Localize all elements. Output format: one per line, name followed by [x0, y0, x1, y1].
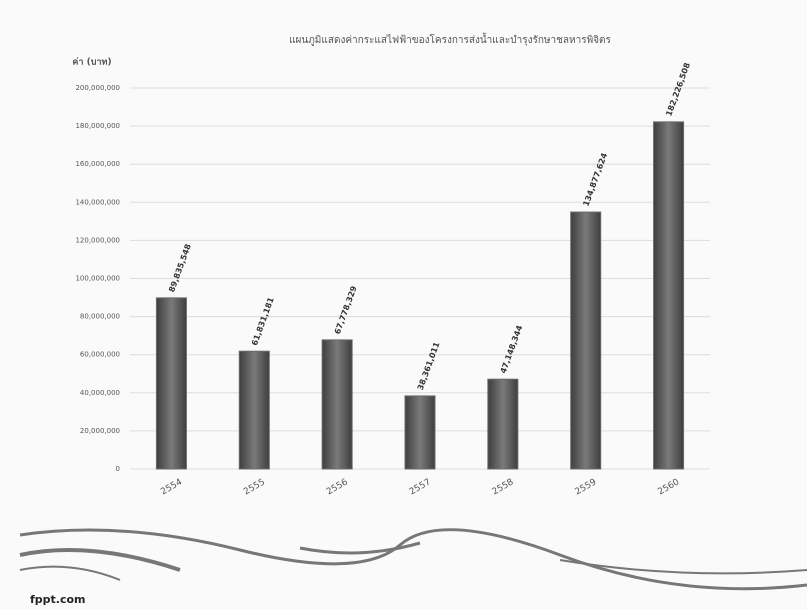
bar [487, 378, 519, 470]
x-tick-label: 2560 [656, 477, 681, 497]
y-axis-label: ค่า (บาท) [72, 57, 111, 68]
data-label: 38,361,011 [416, 340, 442, 391]
chart-title: แผนภูมิแสดงค่ากระแสไฟฟ้าของโครงการส่งน้ำ… [289, 32, 611, 46]
data-label: 47,148,344 [499, 324, 525, 375]
y-tick-label: 140,000,000 [75, 198, 120, 206]
bar [321, 339, 353, 470]
bar [155, 297, 187, 470]
y-tick-label: 40,000,000 [80, 389, 120, 397]
x-tick-label: 2558 [491, 477, 516, 497]
y-tick-label: 120,000,000 [75, 236, 120, 244]
x-tick-label: 2555 [242, 477, 267, 497]
bar [653, 121, 685, 470]
x-tick-label: 2556 [325, 477, 350, 497]
y-tick-label: 80,000,000 [80, 313, 120, 321]
data-label: 182,226,508 [664, 61, 692, 117]
y-tick-label: 200,000,000 [75, 84, 120, 92]
y-tick-label: 160,000,000 [75, 160, 120, 168]
decoration [19, 528, 807, 591]
footer: fppt.com [30, 593, 86, 606]
x-tick-label: 2554 [159, 477, 184, 497]
data-label: 89,835,548 [167, 242, 193, 293]
y-tick-label: 100,000,000 [75, 275, 120, 283]
data-label: 134,877,624 [581, 151, 609, 207]
y-tick-label: 180,000,000 [75, 122, 120, 130]
data-label: 67,778,329 [333, 284, 359, 335]
y-tick-label: 20,000,000 [80, 427, 120, 435]
bar [570, 211, 602, 470]
bar [404, 395, 436, 470]
x-tick-label: 2559 [574, 477, 599, 497]
y-tick-label: 0 [116, 465, 120, 473]
bar [238, 350, 270, 470]
x-tick-label: 2557 [408, 477, 433, 497]
y-tick-label: 60,000,000 [80, 351, 120, 359]
data-label: 61,831,181 [250, 296, 276, 347]
